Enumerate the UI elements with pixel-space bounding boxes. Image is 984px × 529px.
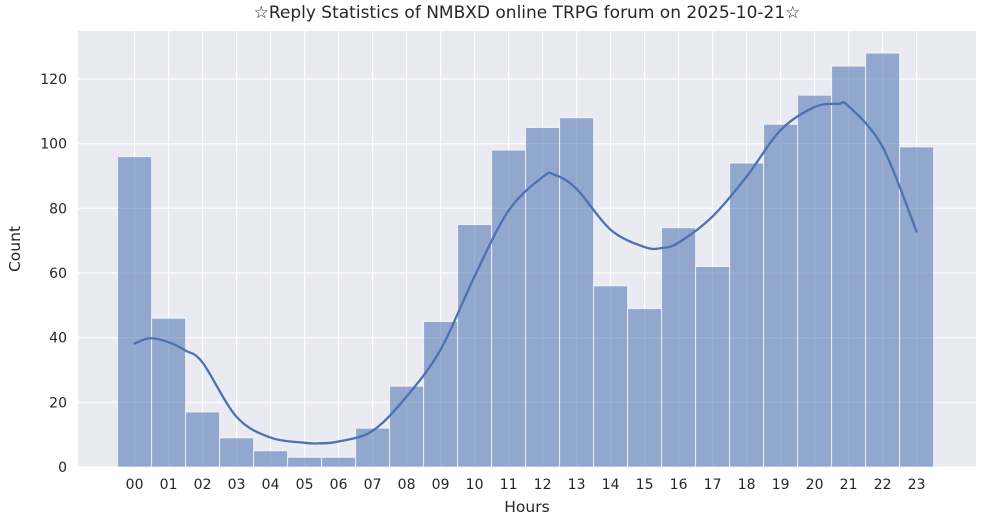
bar-hour-22 [865,52,901,468]
x-tick-label: 20 [806,477,824,493]
bar-hour-09 [423,321,459,468]
x-tick-label: 01 [160,477,178,493]
x-tick-label: 15 [636,477,654,493]
bar-hour-16 [661,227,697,468]
bar-hour-03 [219,437,255,468]
x-tick-label: 11 [500,477,518,493]
bar-hour-08 [389,385,425,468]
x-tick-label: 10 [466,477,484,493]
x-tick-label: 21 [840,477,858,493]
bar-hour-11 [491,149,527,468]
bar-hour-02 [185,411,221,468]
x-tick-label: 05 [296,477,314,493]
bar-hour-14 [593,285,629,468]
y-axis-label: Count [6,225,24,273]
chart-title: ☆Reply Statistics of NMBXD online TRPG f… [253,3,801,23]
bar-hour-05 [287,456,323,468]
y-tick-label: 120 [40,72,67,88]
bar-hour-19 [763,123,799,468]
bar-hour-15 [627,308,663,468]
bar-hour-06 [321,456,357,468]
x-tick-label: 04 [262,477,280,493]
x-tick-label: 14 [602,477,620,493]
x-tick-label: 16 [670,477,688,493]
x-tick-label: 17 [704,477,722,493]
x-tick-label: 09 [432,477,450,493]
kde-curve [133,101,918,445]
bar-hour-18 [729,162,765,468]
x-tick-label: 07 [364,477,382,493]
y-tick-label: 20 [49,395,67,411]
y-tick-label: 40 [49,331,67,347]
y-tick-label: 0 [58,460,67,476]
bar-hour-17 [695,266,731,468]
x-tick-label: 13 [568,477,586,493]
x-tick-label: 18 [738,477,756,493]
x-tick-label: 23 [908,477,926,493]
x-tick-label: 19 [772,477,790,493]
bar-hour-04 [253,450,289,468]
y-tick-label: 80 [49,201,67,217]
x-tick-label: 00 [126,477,144,493]
bar-hour-07 [355,427,391,468]
bar-hour-23 [899,146,935,468]
x-tick-label: 02 [194,477,212,493]
bar-hour-21 [831,65,867,468]
y-tick-label: 60 [49,266,67,282]
bar-hour-00 [117,156,153,468]
x-tick-label: 06 [330,477,348,493]
bar-hour-10 [457,224,493,468]
x-tick-label: 08 [398,477,416,493]
bar-hour-01 [151,317,187,468]
bar-hour-13 [559,117,595,468]
x-axis-label: Hours [504,498,550,516]
bar-hour-20 [797,94,833,468]
y-tick-label: 100 [40,137,67,153]
x-tick-label: 03 [228,477,246,493]
bar-hour-12 [525,127,561,468]
x-tick-label: 12 [534,477,552,493]
x-tick-label: 22 [874,477,892,493]
